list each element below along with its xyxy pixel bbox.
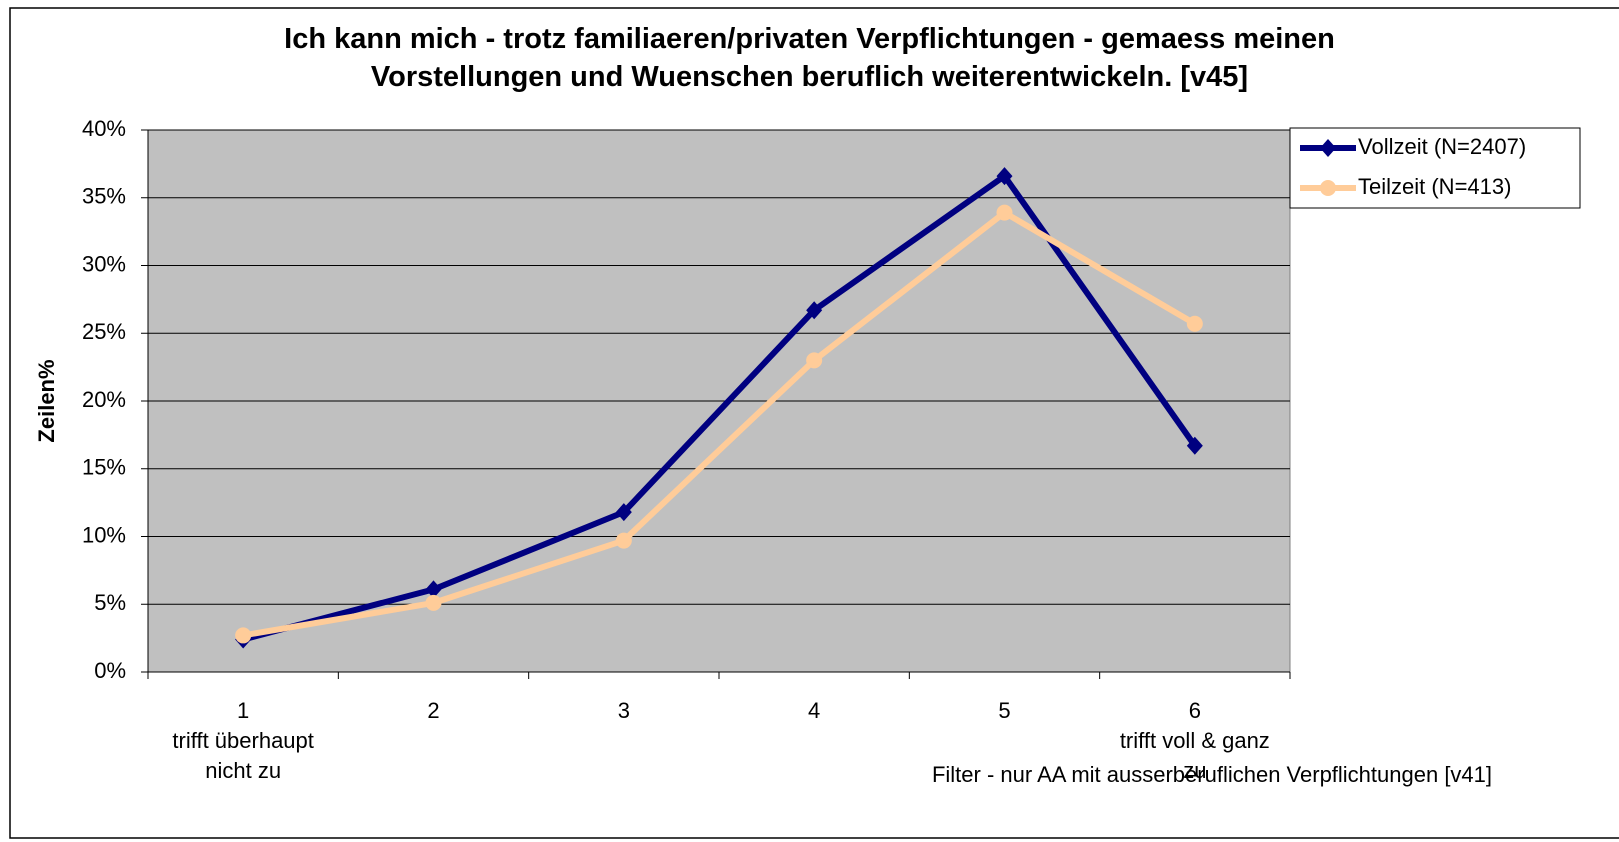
x-tick-label: 6 trifft voll & ganz zu <box>1119 698 1270 783</box>
y-tick-label: 25% <box>82 319 126 344</box>
annotation: Filter - nur AA mit ausserberuflichen Ve… <box>932 762 1492 787</box>
series-line <box>242 173 1198 643</box>
legend-box <box>1289 127 1581 209</box>
x-tick-label: 1 trifft überhaupt nicht zu <box>172 698 314 783</box>
marker <box>425 580 442 599</box>
marker <box>1186 315 1203 332</box>
marker <box>1320 180 1336 196</box>
marker <box>996 204 1013 221</box>
chart-title: Ich kann mich - trotz familiaeren/privat… <box>284 23 1335 93</box>
x-tick-label: 4 <box>808 698 821 723</box>
y-tick-label: 35% <box>82 184 126 209</box>
x-tick-label: 2 <box>427 698 440 723</box>
marker <box>1320 139 1336 157</box>
marker <box>615 503 632 522</box>
marker <box>1186 436 1203 455</box>
marker <box>996 167 1013 186</box>
marker <box>806 352 823 369</box>
legend-label: Vollzeit (N=2407) <box>1358 134 1526 159</box>
y-tick-label: 5% <box>94 590 126 615</box>
y-tick-label: 15% <box>82 455 126 480</box>
legend-label: Teilzeit (N=413) <box>1358 174 1511 199</box>
series-line <box>242 209 1197 639</box>
x-tick-label: 3 <box>617 698 630 723</box>
y-tick-label: 20% <box>82 387 126 412</box>
y-tick-label: 30% <box>82 251 126 276</box>
marker <box>235 627 252 644</box>
y-tick-label: 40% <box>82 116 126 141</box>
y-tick-label: 10% <box>82 522 126 547</box>
x-tick-label: 5 <box>998 698 1011 723</box>
marker <box>806 301 823 320</box>
marker <box>425 594 442 611</box>
y-axis-label: Zeilen% <box>34 359 59 442</box>
marker <box>615 532 632 549</box>
y-tick-label: 0% <box>94 658 126 683</box>
